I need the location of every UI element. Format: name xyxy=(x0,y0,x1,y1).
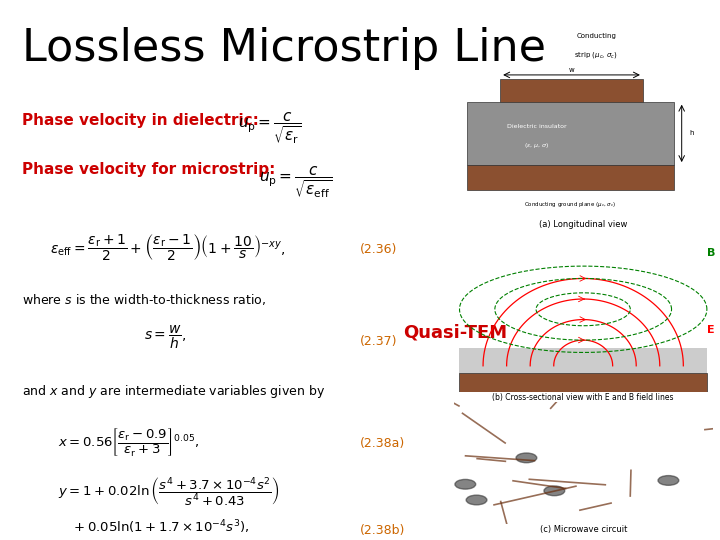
Text: and $x$ and $y$ are intermediate variables given by: and $x$ and $y$ are intermediate variabl… xyxy=(22,383,325,400)
Text: $u_{\mathrm{p}} = \dfrac{c}{\sqrt{\varepsilon_{\mathrm{r}}}}$: $u_{\mathrm{p}} = \dfrac{c}{\sqrt{\varep… xyxy=(238,111,301,146)
FancyBboxPatch shape xyxy=(467,165,674,190)
Text: (2.36): (2.36) xyxy=(360,243,397,256)
Text: strip ($\mu_c$, $\sigma_c$): strip ($\mu_c$, $\sigma_c$) xyxy=(575,50,618,60)
Circle shape xyxy=(658,476,679,485)
Circle shape xyxy=(466,495,487,505)
Text: (c) Microwave circuit: (c) Microwave circuit xyxy=(539,525,627,535)
Text: where $s$ is the width-to-thickness ratio,: where $s$ is the width-to-thickness rati… xyxy=(22,292,266,307)
Text: (2.38b): (2.38b) xyxy=(360,524,405,537)
Text: Dielectric insulator: Dielectric insulator xyxy=(507,124,567,129)
Text: (b) Cross-sectional view with E and B field lines: (b) Cross-sectional view with E and B fi… xyxy=(492,393,674,402)
Text: Phase velocity for microstrip:: Phase velocity for microstrip: xyxy=(22,162,275,177)
Circle shape xyxy=(544,486,564,496)
FancyBboxPatch shape xyxy=(500,79,643,104)
Circle shape xyxy=(516,453,537,463)
Text: $u_{\mathrm{p}} = \dfrac{c}{\sqrt{\varepsilon_{\mathrm{eff}}}}$: $u_{\mathrm{p}} = \dfrac{c}{\sqrt{\varep… xyxy=(259,165,333,200)
Text: Quasi-TEM: Quasi-TEM xyxy=(403,324,508,342)
FancyBboxPatch shape xyxy=(467,102,674,165)
Text: ($\epsilon$, $\mu$, $\sigma$): ($\epsilon$, $\mu$, $\sigma$) xyxy=(523,141,549,150)
Text: h: h xyxy=(690,130,694,137)
Text: Lossless Microstrip Line: Lossless Microstrip Line xyxy=(22,27,546,70)
Text: $s = \dfrac{w}{h},$: $s = \dfrac{w}{h},$ xyxy=(144,324,186,352)
Circle shape xyxy=(455,480,476,489)
Text: Phase velocity in dielectric:: Phase velocity in dielectric: xyxy=(22,113,258,129)
Text: $x = 0.56\left[\dfrac{\varepsilon_{\mathrm{r}}-0.9}{\varepsilon_{\mathrm{r}}+3}\: $x = 0.56\left[\dfrac{\varepsilon_{\math… xyxy=(58,427,199,458)
Text: (2.37): (2.37) xyxy=(360,335,397,348)
Text: (2.38a): (2.38a) xyxy=(360,437,405,450)
Text: $\quad + 0.05\ln(1+1.7\times10^{-4}s^{3}),$: $\quad + 0.05\ln(1+1.7\times10^{-4}s^{3}… xyxy=(58,518,249,536)
Text: w: w xyxy=(569,67,575,73)
Text: $y = 1 + 0.02\ln\left(\dfrac{s^{4}+3.7\times10^{-4}s^{2}}{s^{4}+0.43}\right)$: $y = 1 + 0.02\ln\left(\dfrac{s^{4}+3.7\t… xyxy=(58,475,279,507)
Text: $\varepsilon_{\mathrm{eff}} = \dfrac{\varepsilon_{\mathrm{r}}+1}{2} + \left(\dfr: $\varepsilon_{\mathrm{eff}} = \dfrac{\va… xyxy=(50,232,286,263)
FancyBboxPatch shape xyxy=(459,348,707,374)
Text: E: E xyxy=(707,325,714,335)
Text: Conducting ground plane ($\mu_c$, $\sigma_c$): Conducting ground plane ($\mu_c$, $\sigm… xyxy=(524,200,616,209)
Text: B: B xyxy=(707,248,715,258)
Text: (a) Longitudinal view: (a) Longitudinal view xyxy=(539,220,627,230)
Text: Conducting: Conducting xyxy=(576,33,616,39)
FancyBboxPatch shape xyxy=(459,373,707,392)
